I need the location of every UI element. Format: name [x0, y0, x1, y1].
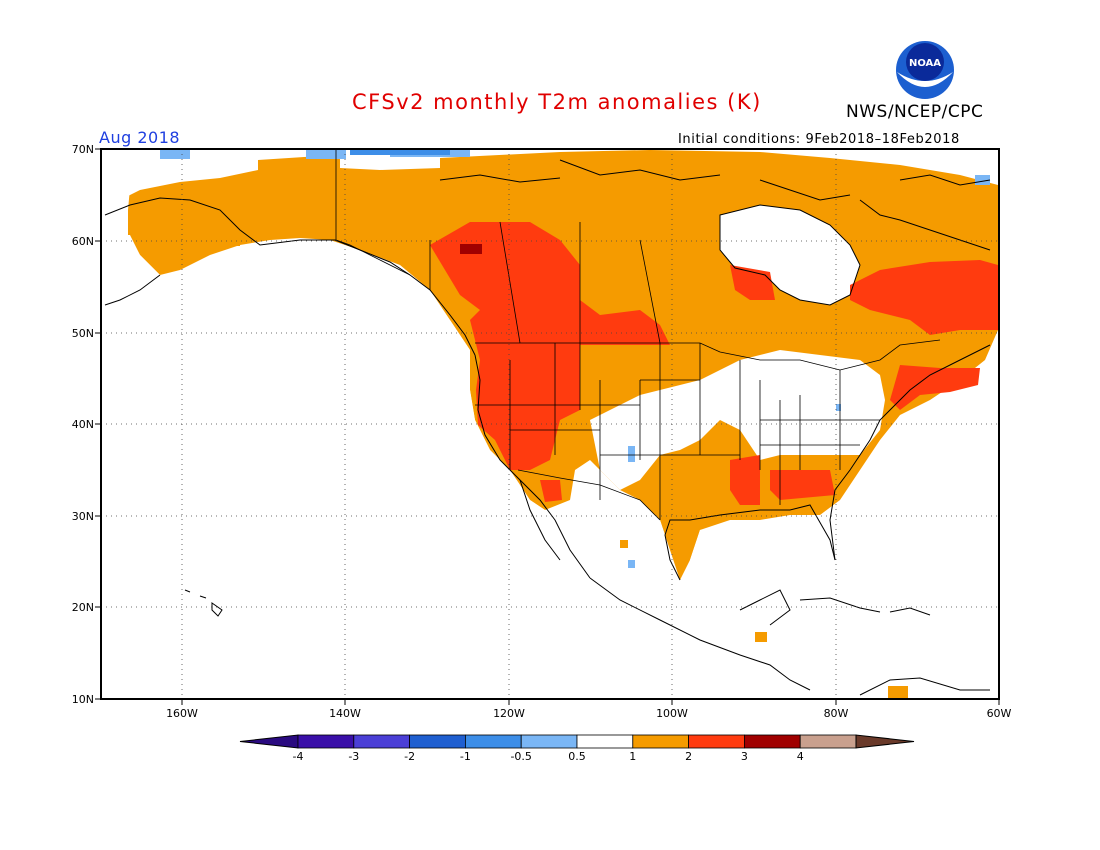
anomaly-red-quebec [730, 265, 775, 300]
border-states-east [759, 370, 880, 505]
anomaly-red-west-canada-us [430, 222, 670, 470]
anomaly-lightblue-arctic-3 [160, 149, 190, 159]
lon-label-120w: 120W [493, 707, 525, 720]
lat-label-40n: 40N [71, 418, 94, 431]
colorbar-under-triangle [239, 734, 299, 749]
noaa-logo-icon: NOAA [896, 41, 954, 99]
coast-alaska-peninsula [104, 274, 161, 306]
forecast-period: Aug 2018 [99, 128, 181, 147]
anomaly-red-southeast [730, 455, 760, 505]
anomaly-orange-alaska-west [128, 210, 163, 235]
neutral-pacific [101, 275, 650, 699]
axis-ticks [95, 148, 1000, 705]
coast-arctic-islands-1 [559, 159, 721, 181]
lon-label-100w: 100W [656, 707, 688, 720]
anomaly-red-labrador [850, 260, 998, 335]
anomaly-lightblue-nm [628, 446, 635, 462]
colorbar-label: -1 [459, 750, 471, 763]
colorbar-box-0 [297, 734, 355, 749]
lat-label-10n: 10N [71, 693, 94, 706]
colorbar-over-triangle [855, 734, 915, 749]
anomaly-darkred-peak [460, 244, 482, 254]
anomaly-orange-northeast [850, 178, 998, 240]
neutral-mexico [540, 500, 810, 699]
lat-label-60n: 60N [71, 235, 94, 248]
colorbar-box-6 [632, 734, 689, 749]
border-states-grid-2 [475, 343, 741, 460]
coast-yucatan [739, 589, 791, 626]
lat-label-50n: 50N [71, 327, 94, 340]
colorbar-label: 4 [796, 750, 804, 763]
neutral-central-us [590, 350, 885, 490]
colorbar-box-1 [353, 734, 410, 749]
graticule [101, 149, 999, 699]
coast-hispaniola [889, 607, 931, 616]
lon-label-60w: 60W [986, 707, 1012, 720]
anomaly-red-southeast-2 [770, 470, 835, 500]
colorbar-box-7 [688, 734, 745, 749]
anomaly-lightblue-greenland [975, 175, 990, 185]
anomaly-orange-venezuela [888, 686, 908, 699]
neutral-arctic [101, 149, 998, 190]
coast-greenland [899, 174, 991, 186]
lat-label-20n: 20N [71, 601, 94, 614]
border-us-canada [475, 339, 941, 371]
lon-label-80w: 80W [823, 707, 849, 720]
coast-arctic-islands-3 [439, 174, 561, 183]
coast-baja [519, 479, 561, 561]
colorbar-box-4 [520, 734, 578, 749]
anomaly-orange-mexico-speck [620, 540, 628, 548]
colorbar-box-3 [464, 734, 522, 749]
border-alaska-canada [335, 150, 411, 276]
anomaly-red-baja [540, 480, 562, 502]
coast-cuba [799, 597, 881, 613]
coast-gulf [664, 504, 836, 581]
colorbar-label: 2 [685, 750, 693, 763]
colorbar-label: -2 [404, 750, 416, 763]
anomaly-lightblue-great-lakes [836, 404, 841, 411]
political-borders [335, 150, 941, 521]
colorbar-label: 0.5 [568, 750, 586, 763]
anomaly-red-new-england [890, 365, 980, 410]
anomaly-blue-arctic [350, 149, 450, 155]
anomaly-lightblue-arctic-1 [306, 149, 346, 159]
lat-label-30n: 30N [71, 510, 94, 523]
colorbar-label: 1 [629, 750, 637, 763]
coast-mexico-pacific [589, 577, 811, 691]
lon-label-140w: 140W [329, 707, 361, 720]
colorbar-label: -0.5 [510, 750, 532, 763]
lon-label-160w: 160W [166, 707, 198, 720]
lat-label-70n: 70N [71, 143, 94, 156]
anomaly-orange-central-america [755, 632, 767, 642]
hawaii-islands [184, 589, 223, 617]
chart-title: CFSv2 monthly T2m anomalies (K) [352, 90, 762, 114]
colorbar-label: -3 [348, 750, 360, 763]
organization-label: NWS/NCEP/CPC [846, 102, 984, 122]
neutral-hudson-bay [720, 205, 860, 305]
coast-hudson-bay [719, 204, 861, 306]
colorbar-label: -4 [292, 750, 304, 763]
colorbar-box-5 [576, 734, 634, 749]
border-canada-provinces [429, 221, 661, 344]
anomaly-lightblue-mx [628, 560, 635, 568]
logo-text: NOAA [909, 58, 941, 69]
anomaly-orange-alaska [170, 232, 240, 246]
neutral-gulf-atlantic [690, 450, 998, 699]
colorbar-box-9 [799, 734, 857, 749]
initial-conditions: Initial conditions: 9Feb2018–18Feb2018 [678, 132, 960, 147]
colorbar-box-2 [409, 734, 466, 749]
coast-labrador [859, 199, 991, 251]
border-states-grid-1 [509, 343, 661, 520]
coast-arctic-islands-2 [759, 179, 851, 201]
coast-south-america [859, 677, 990, 696]
coast-alaska [104, 197, 476, 356]
colorbar-label: 3 [740, 750, 748, 763]
colorbar-box-8 [744, 734, 801, 749]
